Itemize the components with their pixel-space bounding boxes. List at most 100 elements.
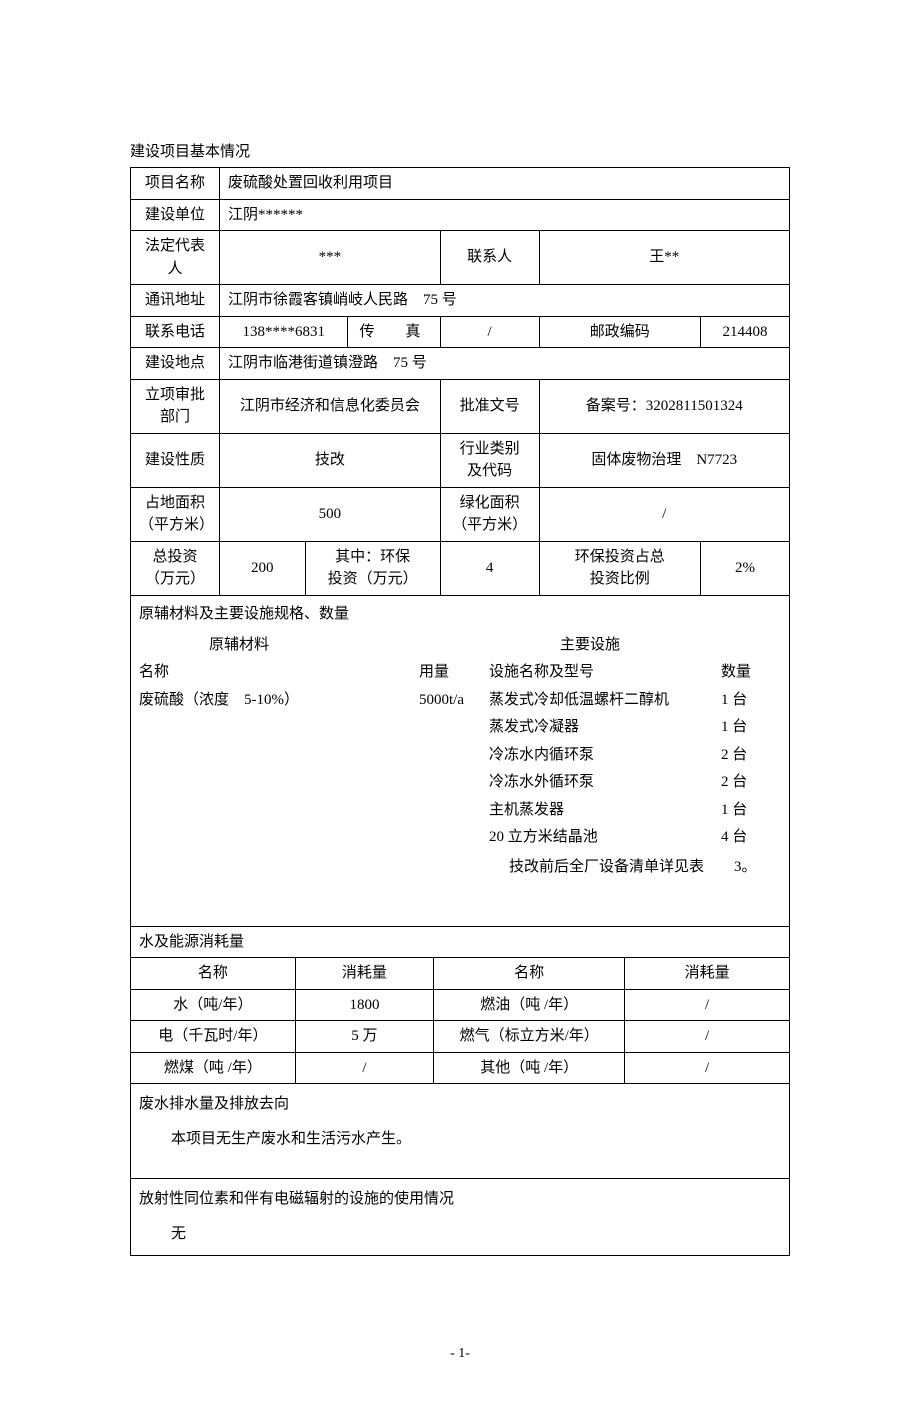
label-nature: 建设性质 [131, 433, 220, 487]
table-row: 建设单位 江阴****** [131, 199, 790, 231]
label-total-invest: 总投资（万元） [131, 541, 220, 595]
col-usage: 用量 [419, 660, 489, 686]
label-postcode: 邮政编码 [539, 316, 700, 348]
label-contact: 联系人 [440, 231, 539, 285]
label-approval-dept: 立项审批部门 [131, 379, 220, 433]
basic-info-table: 项目名称 废硫酸处置回收利用项目 建设单位 江阴****** 法定代表人 ***… [130, 167, 790, 596]
equipment-row: 废硫酸（浓度 5-10%）5000t/a蒸发式冷却低温螺杆二醇机1 台 [139, 688, 781, 714]
col-amount-2: 消耗量 [625, 958, 790, 990]
page-number: - 1- [130, 1346, 790, 1362]
value-industry: 固体废物治理 N7723 [539, 433, 789, 487]
table-row: 联系电话 138****6831 传 真 / 邮政编码 214408 [131, 316, 790, 348]
cons-val: 5 万 [295, 1021, 433, 1053]
table-row: 总投资（万元） 200 其中：环保投资（万元） 4 环保投资占总投资比例 2% [131, 541, 790, 595]
table-row: 立项审批部门 江阴市经济和信息化委员会 批准文号 备案号：32028115013… [131, 379, 790, 433]
materials-section: 原辅材料及主要设施规格、数量 原辅材料 主要设施 名称 用量 设施名称及型号 数… [130, 596, 790, 927]
label-phone: 联系电话 [131, 316, 220, 348]
materials-header-row: 原辅材料 主要设施 [139, 633, 781, 659]
mat-name: 废硫酸（浓度 5-10%） [139, 688, 419, 714]
cons-name: 燃气（标立方米/年） [434, 1021, 625, 1053]
value-env-ratio: 2% [700, 541, 789, 595]
value-address: 江阴市徐霞客镇峭岐人民路 75 号 [219, 285, 789, 317]
consumption-table: 水及能源消耗量 名称 消耗量 名称 消耗量 水（吨/年）1800燃油（吨 /年）… [130, 927, 790, 1085]
col-name-1: 名称 [131, 958, 296, 990]
table-row: 建设地点 江阴市临港街道镇澄路 75 号 [131, 348, 790, 380]
cons-name: 燃煤（吨 /年） [131, 1052, 296, 1084]
wastewater-block: 废水排水量及排放去向 本项目无生产废水和生活污水产生。 [130, 1084, 790, 1179]
table-row: 通讯地址 江阴市徐霞客镇峭岐人民路 75 号 [131, 285, 790, 317]
label-address: 通讯地址 [131, 285, 220, 317]
label-fax: 传 真 [348, 316, 440, 348]
cons-val: / [625, 1021, 790, 1053]
col-equip: 设施名称及型号 [489, 660, 721, 686]
equip-qty: 1 台 [721, 715, 781, 741]
table-row: 水及能源消耗量 [131, 927, 790, 958]
equip-qty: 1 台 [721, 688, 781, 714]
value-location: 江阴市临港街道镇澄路 75 号 [219, 348, 789, 380]
cons-val: / [625, 1052, 790, 1084]
table-row: 项目名称 废硫酸处置回收利用项目 [131, 168, 790, 200]
wastewater-content: 本项目无生产废水和生活污水产生。 [139, 1127, 781, 1148]
value-contact: 王** [539, 231, 789, 285]
equipment-row: 冷冻水外循环泵2 台 [139, 770, 781, 796]
value-env-invest: 4 [440, 541, 539, 595]
table-row: 名称 消耗量 名称 消耗量 [131, 958, 790, 990]
label-env-ratio: 环保投资占总投资比例 [539, 541, 700, 595]
wastewater-title: 废水排水量及排放去向 [139, 1092, 781, 1113]
equipment-row: 冷冻水内循环泵2 台 [139, 743, 781, 769]
label-builder: 建设单位 [131, 199, 220, 231]
section-title: 建设项目基本情况 [130, 140, 790, 161]
table-row: 电（千瓦时/年）5 万燃气（标立方米/年）/ [131, 1021, 790, 1053]
equip-name: 主机蒸发器 [489, 798, 721, 824]
table-row: 建设性质 技改 行业类别及代码 固体废物治理 N7723 [131, 433, 790, 487]
materials-header-left: 原辅材料 [139, 633, 339, 659]
value-builder: 江阴****** [219, 199, 789, 231]
equip-name: 20 立方米结晶池 [489, 825, 721, 851]
consumption-title: 水及能源消耗量 [131, 927, 790, 958]
equip-qty: 1 台 [721, 798, 781, 824]
equip-name: 蒸发式冷却低温螺杆二醇机 [489, 688, 721, 714]
label-industry: 行业类别及代码 [440, 433, 539, 487]
label-legal-rep: 法定代表人 [131, 231, 220, 285]
equip-name: 冷冻水内循环泵 [489, 743, 721, 769]
value-fax: / [440, 316, 539, 348]
value-green-area: / [539, 487, 789, 541]
value-approval-dept: 江阴市经济和信息化委员会 [219, 379, 440, 433]
equipment-row: 主机蒸发器1 台 [139, 798, 781, 824]
label-green-area: 绿化面积（平方米） [440, 487, 539, 541]
cons-val: / [625, 989, 790, 1021]
value-land-area: 500 [219, 487, 440, 541]
table-row: 水（吨/年）1800燃油（吨 /年）/ [131, 989, 790, 1021]
radiation-content: 无 [139, 1222, 781, 1243]
equip-qty: 2 台 [721, 743, 781, 769]
value-phone: 138****6831 [219, 316, 347, 348]
cons-val: 1800 [295, 989, 433, 1021]
label-project-name: 项目名称 [131, 168, 220, 200]
cons-name: 水（吨/年） [131, 989, 296, 1021]
table-row: 燃煤（吨 /年）/其他（吨 /年）/ [131, 1052, 790, 1084]
cons-name: 其他（吨 /年） [434, 1052, 625, 1084]
mat-usage: 5000t/a [419, 688, 489, 714]
equip-name: 冷冻水外循环泵 [489, 770, 721, 796]
cons-name: 电（千瓦时/年） [131, 1021, 296, 1053]
equipment-row: 蒸发式冷凝器1 台 [139, 715, 781, 741]
value-project-name: 废硫酸处置回收利用项目 [219, 168, 789, 200]
equip-qty: 4 台 [721, 825, 781, 851]
label-env-invest: 其中：环保投资（万元） [305, 541, 440, 595]
value-legal-rep: *** [219, 231, 440, 285]
cons-name: 燃油（吨 /年） [434, 989, 625, 1021]
value-total-invest: 200 [219, 541, 305, 595]
value-approval-no: 备案号：3202811501324 [539, 379, 789, 433]
radiation-block: 放射性同位素和伴有电磁辐射的设施的使用情况 无 [130, 1179, 790, 1256]
materials-note: 技改前后全厂设备清单详见表 3。 [139, 855, 781, 876]
materials-header-right: 主要设施 [339, 633, 781, 659]
table-row: 占地面积（平方米） 500 绿化面积（平方米） / [131, 487, 790, 541]
equipment-row: 20 立方米结晶池4 台 [139, 825, 781, 851]
materials-title: 原辅材料及主要设施规格、数量 [139, 602, 781, 623]
cons-val: / [295, 1052, 433, 1084]
col-qty: 数量 [721, 660, 781, 686]
col-name-2: 名称 [434, 958, 625, 990]
equip-name: 蒸发式冷凝器 [489, 715, 721, 741]
value-nature: 技改 [219, 433, 440, 487]
label-approval-no: 批准文号 [440, 379, 539, 433]
